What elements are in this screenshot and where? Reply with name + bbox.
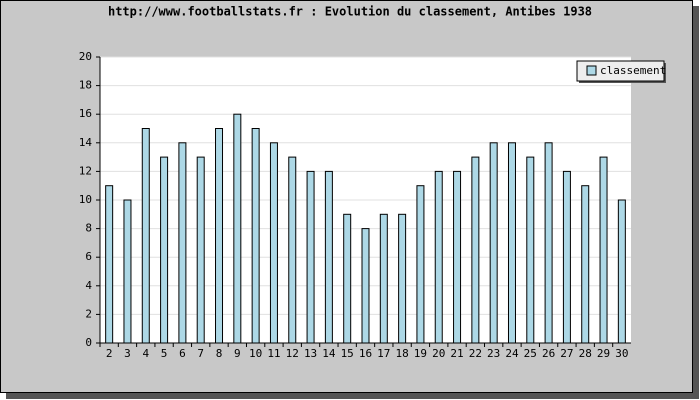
bar	[160, 156, 169, 344]
bar	[471, 156, 480, 344]
x-tick-label: 3	[124, 347, 131, 360]
x-tick-label: 26	[542, 347, 555, 360]
bar	[526, 156, 535, 344]
y-tick-label: 20	[79, 50, 92, 63]
bar	[599, 156, 608, 344]
x-tick-label: 5	[161, 347, 168, 360]
x-tick-label: 6	[179, 347, 186, 360]
bar	[562, 170, 571, 344]
x-tick-label: 18	[395, 347, 408, 360]
bar	[343, 213, 352, 344]
x-tick-label: 17	[377, 347, 390, 360]
y-tick-label: 14	[79, 136, 93, 149]
x-tick-label: 15	[341, 347, 354, 360]
x-tick-label: 28	[579, 347, 592, 360]
y-tick-label: 4	[85, 279, 92, 292]
bar	[361, 228, 370, 344]
x-tick-label: 22	[469, 347, 482, 360]
y-tick-label: 0	[85, 336, 92, 349]
x-tick-label: 21	[450, 347, 463, 360]
x-tick-label: 27	[560, 347, 573, 360]
x-tick-label: 11	[267, 347, 280, 360]
bar	[306, 170, 315, 344]
y-tick-label: 18	[79, 79, 92, 92]
bar	[233, 113, 242, 344]
x-tick-label: 30	[615, 347, 628, 360]
bar	[178, 142, 187, 344]
x-tick-label: 14	[322, 347, 336, 360]
y-tick-label: 8	[85, 222, 92, 235]
bar	[581, 185, 590, 344]
x-tick-label: 13	[304, 347, 317, 360]
y-tick-label: 2	[85, 307, 92, 320]
bar	[544, 142, 553, 344]
legend-label: classement	[600, 64, 666, 77]
bar	[251, 128, 260, 344]
x-tick-label: 4	[142, 347, 149, 360]
x-tick-label: 10	[249, 347, 262, 360]
bar	[416, 185, 425, 344]
y-tick-label: 16	[79, 107, 92, 120]
bar	[489, 142, 498, 344]
bar	[141, 128, 150, 344]
x-tick-label: 12	[286, 347, 299, 360]
bar	[398, 213, 407, 344]
y-tick-label: 12	[79, 164, 92, 177]
bar	[379, 213, 388, 344]
x-tick-label: 2	[106, 347, 113, 360]
y-tick-label: 6	[85, 250, 92, 263]
bar	[288, 156, 297, 344]
x-tick-label: 20	[432, 347, 445, 360]
x-tick-label: 25	[524, 347, 537, 360]
bar	[324, 170, 333, 344]
x-tick-label: 23	[487, 347, 500, 360]
bar	[105, 185, 114, 344]
legend-box	[576, 60, 665, 82]
x-tick-label: 8	[216, 347, 223, 360]
bar	[215, 128, 224, 344]
x-tick-label: 19	[414, 347, 427, 360]
x-tick-label: 9	[234, 347, 241, 360]
x-tick-label: 7	[197, 347, 204, 360]
legend-swatch	[586, 65, 597, 76]
bar	[196, 156, 205, 344]
bar	[269, 142, 278, 344]
bar	[453, 170, 462, 344]
bar	[617, 199, 626, 344]
bar	[507, 142, 516, 344]
x-tick-label: 16	[359, 347, 372, 360]
x-tick-label: 24	[505, 347, 519, 360]
x-tick-label: 29	[597, 347, 610, 360]
bar	[123, 199, 132, 344]
chart-title: http://www.footballstats.fr : Evolution …	[108, 5, 592, 19]
y-tick-label: 10	[79, 193, 92, 206]
bar	[434, 170, 443, 344]
